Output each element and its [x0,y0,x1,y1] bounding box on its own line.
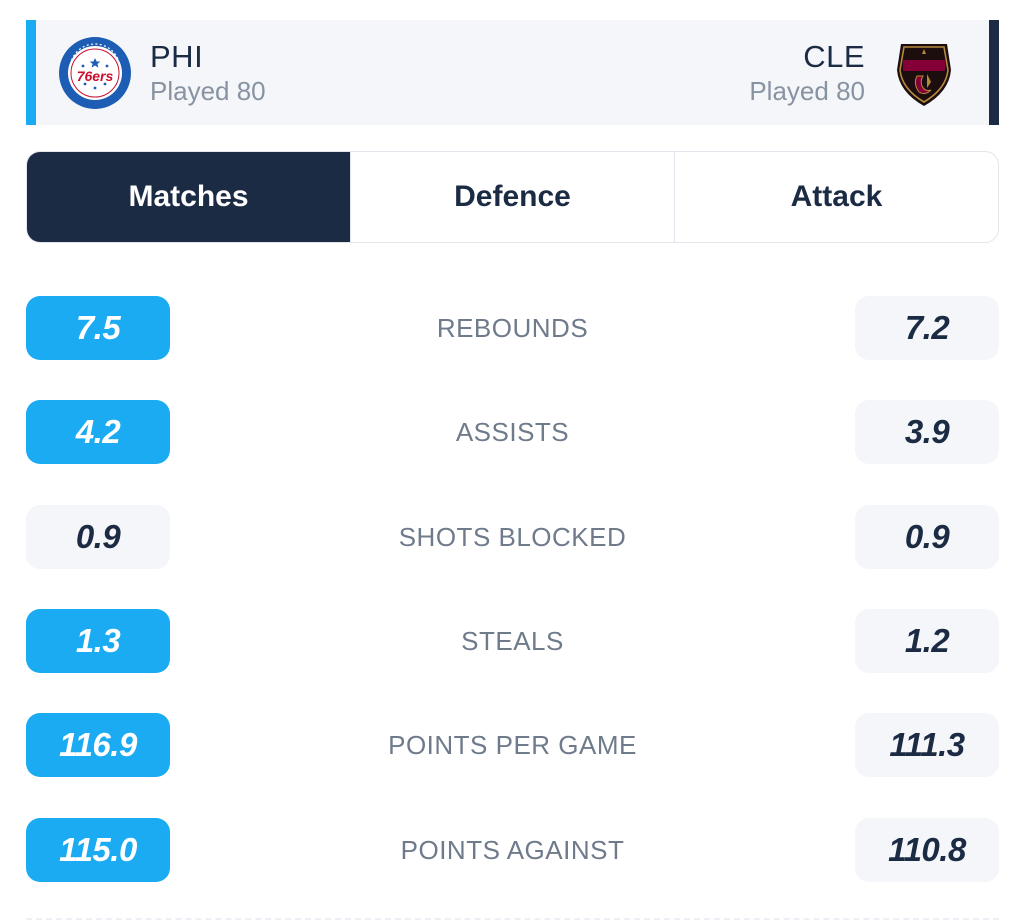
cavaliers-logo-icon [897,43,951,106]
home-team[interactable]: 76ers PHI Played 80 [58,20,266,125]
stat-label: REBOUNDS [436,312,589,343]
away-stat-value: 7.2 [855,296,999,360]
stat-row-points-per-game: 116.9 POINTS PER GAME 111.3 [26,713,999,777]
away-stat-value: 110.8 [855,818,999,882]
stat-label: ASSISTS [455,416,570,447]
away-team-abbr: CLE [803,38,865,74]
away-stat-value: 3.9 [855,400,999,464]
home-team-abbr: PHI [150,38,204,74]
away-stat-value: 111.3 [855,713,999,777]
stat-label: SHOTS BLOCKED [398,521,627,552]
away-team[interactable]: CLE Played 80 [749,20,961,125]
away-stat-value: 0.9 [855,505,999,569]
stat-label: POINTS AGAINST [400,834,625,865]
tab-defence[interactable]: Defence [350,152,674,242]
svg-text:76ers: 76ers [77,68,114,84]
home-stat-value: 116.9 [26,713,170,777]
stats-tabs: Matches Defence Attack [26,151,999,243]
76ers-logo-icon: 76ers [59,36,131,109]
stat-label: STEALS [461,625,564,656]
tab-matches[interactable]: Matches [27,152,350,242]
divider [26,918,999,920]
stat-row-assists: 4.2 ASSISTS 3.9 [26,400,999,464]
stat-label: POINTS PER GAME [388,729,637,760]
home-stat-value: 4.2 [26,400,170,464]
tab-attack[interactable]: Attack [674,152,998,242]
home-stat-value: 0.9 [26,505,170,569]
away-team-played: Played 80 [749,75,865,106]
team-header: 76ers PHI Played 80 CLE Played 80 [26,20,999,125]
home-stat-value: 1.3 [26,609,170,673]
home-stat-value: 115.0 [26,818,170,882]
home-stat-value: 7.5 [26,296,170,360]
stat-row-points-against: 115.0 POINTS AGAINST 110.8 [26,818,999,882]
stat-row-shots-blocked: 0.9 SHOTS BLOCKED 0.9 [26,505,999,569]
home-team-played: Played 80 [150,75,266,106]
stat-row-rebounds: 7.5 REBOUNDS 7.2 [26,296,999,360]
stat-row-steals: 1.3 STEALS 1.2 [26,609,999,673]
away-stat-value: 1.2 [855,609,999,673]
